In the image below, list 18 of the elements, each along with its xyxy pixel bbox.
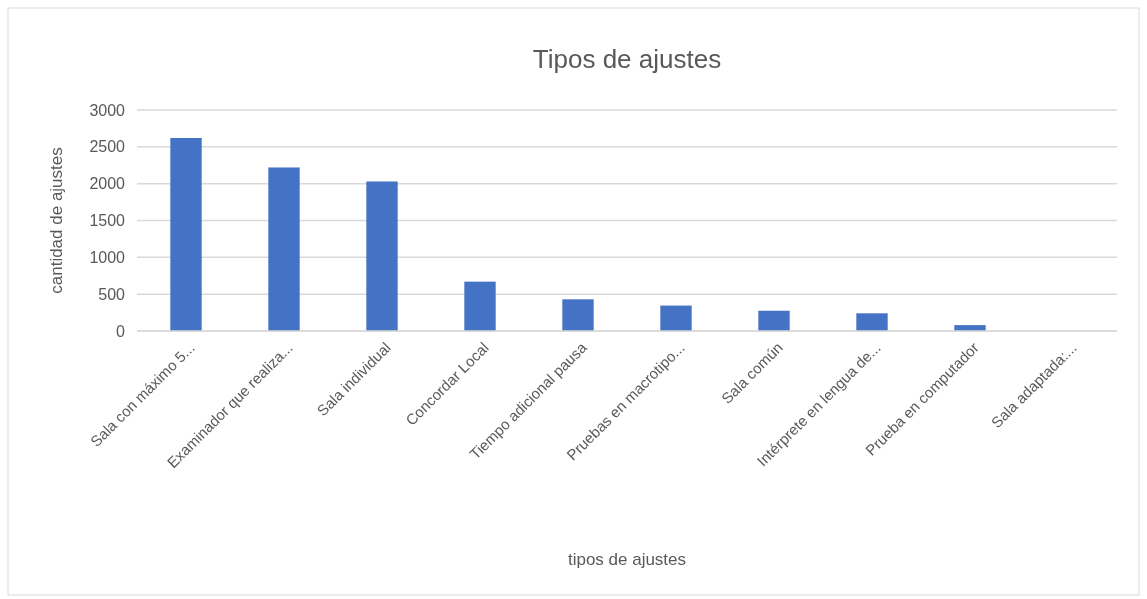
bar bbox=[856, 313, 888, 331]
y-tick-label: 2000 bbox=[89, 175, 126, 193]
bar bbox=[268, 167, 300, 331]
x-axis-title: tipos de ajustes bbox=[567, 550, 687, 569]
y-tick-label: 1500 bbox=[89, 212, 126, 230]
chart-title: Tipos de ajustes bbox=[532, 44, 722, 74]
bar bbox=[366, 181, 398, 331]
bar bbox=[464, 281, 496, 331]
bar bbox=[170, 137, 202, 331]
bar bbox=[660, 305, 692, 331]
y-tick-label: 3000 bbox=[89, 101, 126, 119]
y-tick-label: 2500 bbox=[89, 138, 126, 156]
y-tick-label: 500 bbox=[98, 285, 126, 303]
y-tick-label: 1000 bbox=[89, 248, 126, 266]
bar bbox=[758, 310, 790, 331]
y-tick-label: 0 bbox=[116, 322, 126, 340]
y-axis-title: cantidad de ajustes bbox=[47, 147, 66, 294]
bar bbox=[562, 299, 594, 331]
